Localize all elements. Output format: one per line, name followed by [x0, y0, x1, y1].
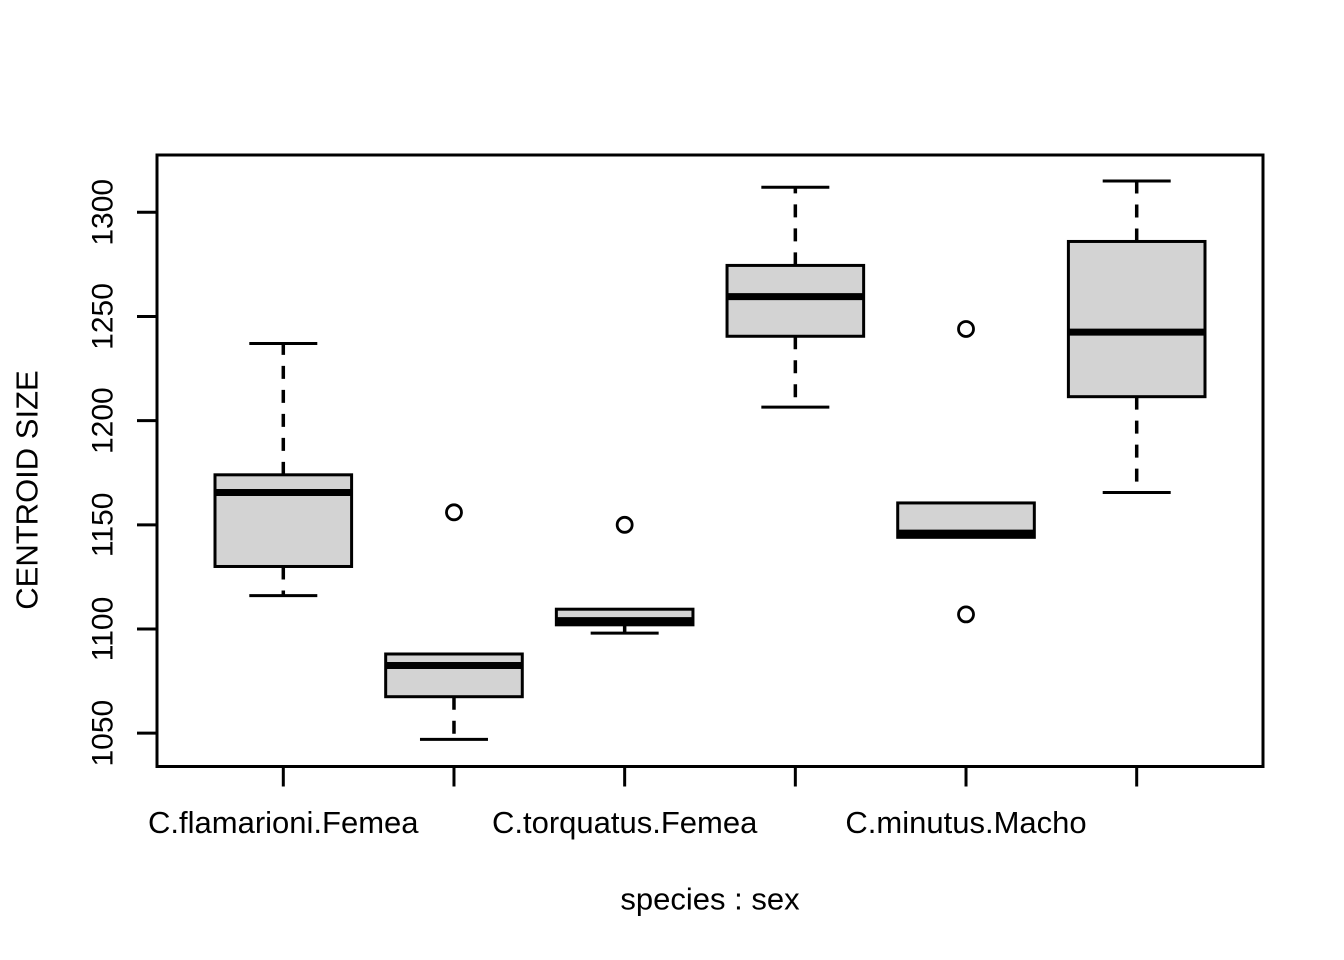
- iqr-box-6: [1066, 239, 1207, 399]
- iqr-box-2: [384, 652, 524, 699]
- y-tick-label: 1300: [87, 179, 120, 246]
- x-group-label: C.flamarioni.Femea: [148, 805, 419, 840]
- outlier-point-box-5: [957, 320, 975, 338]
- x-group-label: C.torquatus.Femea: [492, 805, 758, 840]
- y-tick-label: 1150: [87, 493, 120, 558]
- outlier-point-box-3: [615, 515, 634, 534]
- y-tick-label: 1100: [87, 597, 120, 662]
- y-tick-label: 1250: [87, 283, 120, 350]
- x-axis-title: species : sex: [620, 881, 800, 917]
- x-group-label: C.minutus.Macho: [845, 805, 1086, 840]
- iqr-box-1: [213, 473, 354, 568]
- plot-frame: [155, 153, 1265, 768]
- y-tick-label: 1050: [87, 700, 120, 767]
- outlier-point-box-5: [957, 605, 975, 624]
- y-tick-label: 1200: [87, 387, 120, 454]
- iqr-box-4: [725, 263, 866, 338]
- outlier-point-box-2: [445, 503, 463, 522]
- y-axis-title: CENTROID SIZE: [9, 370, 45, 610]
